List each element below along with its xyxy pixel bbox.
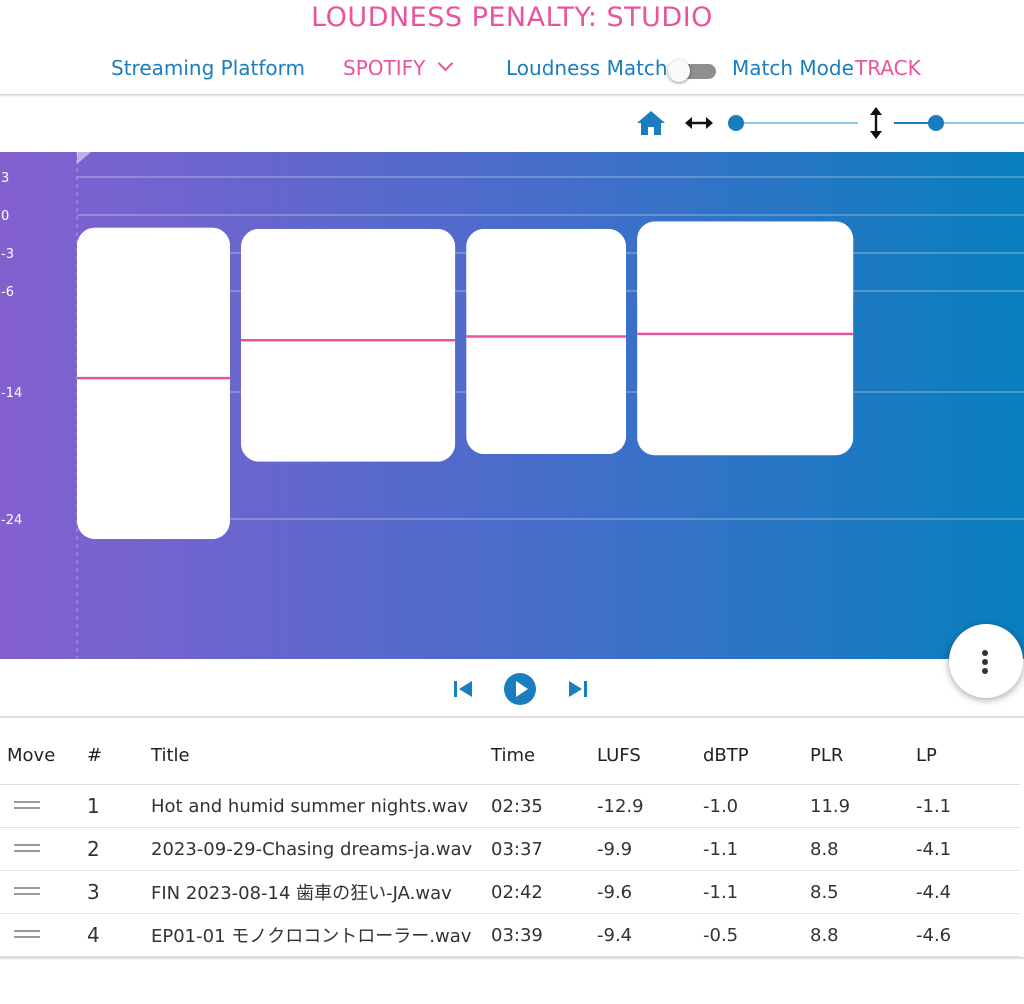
table-bottom-divider [0,957,1024,960]
table-body: 1 Hot and humid summer nights.wav 02:35 -12… [0,784,1020,957]
slider-rail-active [894,122,936,124]
platform-select[interactable]: SPOTIFY [343,56,426,80]
column-header-time[interactable]: Time [491,726,597,785]
cell-plr: 11.9 [810,784,916,828]
cell-num: 3 [87,870,151,914]
cell-lufs: -9.9 [597,827,703,871]
vertical-arrows-icon [870,107,882,139]
loudness-chart: 3 0 -3 -6 -14 -24 [0,152,1024,659]
track-headroom-bar [77,227,230,255]
cell-lp: -4.1 [916,827,1020,871]
drag-handle-icon[interactable] [0,870,87,914]
cell-time: 03:37 [491,827,597,871]
drag-handle-icon[interactable] [14,929,40,939]
y-tick-label: 0 [1,209,9,224]
slider-rail [728,122,858,124]
y-tick-label: -3 [1,247,14,262]
menu-dot [982,650,988,656]
cell-num: 4 [87,913,151,957]
page-title: LOUDNESS PENALTY: STUDIO [311,2,713,33]
y-tick-label: -24 [1,513,22,528]
cell-dbtp: -1.1 [703,827,810,871]
slider-thumb[interactable] [928,115,944,131]
menu-dot [982,659,988,665]
controls-bar: Streaming Platform SPOTIFY Loudness Matc… [0,50,1024,90]
y-tick-label: -6 [1,285,14,300]
track-block-3[interactable] [466,228,627,455]
loudness-chart-svg: 3 0 -3 -6 -14 -24 [1,152,1024,659]
track-block-4[interactable] [637,221,854,456]
track-headroom-bar [241,228,456,293]
skip-next-icon[interactable] [567,678,589,700]
slider-thumb[interactable] [728,115,744,131]
vertical-zoom-slider[interactable] [894,113,1024,133]
column-header-plr[interactable]: PLR [810,726,916,785]
track-block-1[interactable] [77,227,230,540]
horizontal-zoom-slider[interactable] [728,113,858,133]
drag-handle-icon[interactable] [0,784,87,828]
menu-dot [982,668,988,674]
playhead-marker[interactable] [77,152,91,164]
cell-lufs: -12.9 [597,784,703,828]
drag-handle-icon[interactable] [14,843,40,853]
cell-dbtp: -1.0 [703,784,810,828]
y-tick-label: 3 [1,171,9,186]
home-icon[interactable] [636,109,666,137]
column-header-number: # [87,726,151,785]
drag-handle-icon[interactable] [0,913,87,957]
header-divider [0,94,1024,97]
skip-previous-icon[interactable] [452,678,474,700]
cell-time: 02:35 [491,784,597,828]
loudness-match-toggle[interactable] [668,60,718,82]
more-vertical-icon[interactable] [949,624,1023,698]
cell-plr: 8.8 [810,913,916,957]
track-headroom-bar [466,228,627,297]
play-icon[interactable] [503,672,537,706]
cell-lp: -4.6 [916,913,1020,957]
match-mode-label: Match Mode [732,56,854,80]
cell-dbtp: -0.5 [703,913,810,957]
cell-lp: -1.1 [916,784,1020,828]
cell-lufs: -9.6 [597,870,703,914]
cell-dbtp: -1.1 [703,870,810,914]
table-divider [0,716,1024,719]
table-row[interactable]: 1 Hot and humid summer nights.wav 02:35 -12… [0,784,1020,828]
cell-time: 02:42 [491,870,597,914]
cell-title[interactable]: Hot and humid summer nights.wav [151,784,491,828]
drag-handle-icon[interactable] [14,886,40,896]
cell-time: 03:39 [491,913,597,957]
slider-rail [894,122,1024,124]
y-tick-label: -14 [1,386,22,401]
column-header-lp[interactable]: LP [916,726,1020,785]
cell-num: 2 [87,827,151,871]
column-header-title[interactable]: Title [151,726,491,785]
table-row[interactable]: 2 2023-09-29-Chasing dreams-ja.wav 03:37 -9… [0,827,1020,871]
drag-handle-icon[interactable] [0,827,87,871]
cell-lufs: -9.4 [597,913,703,957]
column-header-move: Move [0,726,87,785]
drag-handle-icon[interactable] [14,800,40,810]
transport-controls [0,668,1024,710]
table-header-row: Move # Title Time LUFS dBTP PLR LP [0,726,1020,785]
track-block-2[interactable] [241,228,456,462]
cell-plr: 8.8 [810,827,916,871]
cell-title[interactable]: EP01-01 モノクロコントローラー.wav [151,913,491,957]
match-mode-select[interactable]: TRACK [855,56,921,80]
table-row[interactable]: 4 EP01-01 モノクロコントローラー.wav 03:39 -9.4 -0.5 8.8… [0,913,1020,957]
cell-plr: 8.5 [810,870,916,914]
cell-num: 1 [87,784,151,828]
toggle-knob [668,60,690,82]
table-row[interactable]: 3 FIN 2023-08-14 歯車の狂い-JA.wav 02:42 -9.6 -1.… [0,870,1020,914]
track-headroom-bar [637,221,854,299]
cell-lp: -4.4 [916,870,1020,914]
cell-title[interactable]: 2023-09-29-Chasing dreams-ja.wav [151,827,491,871]
track-range-bar [77,227,230,540]
column-header-dbtp[interactable]: dBTP [703,726,810,785]
horizontal-arrows-icon [685,117,713,129]
platform-label: Streaming Platform [111,56,305,80]
cell-title[interactable]: FIN 2023-08-14 歯車の狂い-JA.wav [151,870,491,914]
loudness-match-label: Loudness Match [506,56,668,80]
tracks-table: Move # Title Time LUFS dBTP PLR LP 1 Hot … [0,726,1020,957]
column-header-lufs[interactable]: LUFS [597,726,703,785]
